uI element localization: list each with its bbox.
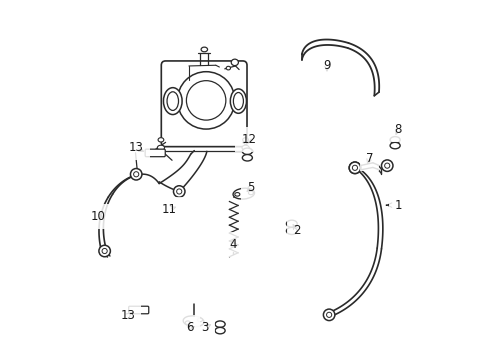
Ellipse shape xyxy=(201,47,207,52)
Text: 10: 10 xyxy=(91,210,105,223)
Circle shape xyxy=(176,189,182,194)
Circle shape xyxy=(99,245,110,257)
Circle shape xyxy=(326,312,331,318)
Text: 3: 3 xyxy=(201,321,210,334)
Text: 12: 12 xyxy=(241,133,256,146)
Circle shape xyxy=(348,162,360,174)
Circle shape xyxy=(130,168,142,180)
Ellipse shape xyxy=(231,59,238,66)
Circle shape xyxy=(186,81,225,120)
Circle shape xyxy=(323,309,334,320)
Ellipse shape xyxy=(248,191,253,195)
Ellipse shape xyxy=(234,193,239,196)
Text: 8: 8 xyxy=(393,123,401,136)
Text: 13: 13 xyxy=(120,309,135,322)
Text: 9: 9 xyxy=(323,59,330,72)
Circle shape xyxy=(102,248,107,253)
Ellipse shape xyxy=(158,138,163,142)
Ellipse shape xyxy=(226,66,230,70)
Ellipse shape xyxy=(157,145,164,150)
Text: 11: 11 xyxy=(162,203,176,216)
Ellipse shape xyxy=(389,136,399,143)
Circle shape xyxy=(352,165,357,170)
Text: 7: 7 xyxy=(365,152,372,165)
Ellipse shape xyxy=(215,327,224,334)
Ellipse shape xyxy=(230,89,246,113)
Circle shape xyxy=(384,163,389,168)
Ellipse shape xyxy=(197,318,202,321)
Ellipse shape xyxy=(242,154,252,161)
Circle shape xyxy=(173,186,184,197)
Circle shape xyxy=(352,165,357,170)
FancyBboxPatch shape xyxy=(161,61,246,147)
Text: 5: 5 xyxy=(246,181,254,194)
Circle shape xyxy=(348,162,360,174)
Ellipse shape xyxy=(185,321,190,324)
Text: 13: 13 xyxy=(128,141,143,154)
Ellipse shape xyxy=(215,321,224,327)
Circle shape xyxy=(177,72,234,129)
Ellipse shape xyxy=(286,220,297,227)
Text: 1: 1 xyxy=(386,199,402,212)
FancyBboxPatch shape xyxy=(128,306,148,314)
Circle shape xyxy=(133,172,139,177)
Text: 4: 4 xyxy=(229,238,236,251)
Text: 6: 6 xyxy=(186,321,193,334)
Circle shape xyxy=(381,160,392,171)
Ellipse shape xyxy=(242,148,252,154)
Text: 2: 2 xyxy=(292,224,300,237)
Ellipse shape xyxy=(242,145,249,150)
Ellipse shape xyxy=(233,188,254,199)
Ellipse shape xyxy=(163,87,182,114)
Ellipse shape xyxy=(183,316,203,327)
Ellipse shape xyxy=(389,142,399,149)
FancyBboxPatch shape xyxy=(145,149,165,157)
Ellipse shape xyxy=(286,227,297,234)
Ellipse shape xyxy=(233,93,243,110)
Ellipse shape xyxy=(167,92,178,111)
Ellipse shape xyxy=(242,138,248,142)
